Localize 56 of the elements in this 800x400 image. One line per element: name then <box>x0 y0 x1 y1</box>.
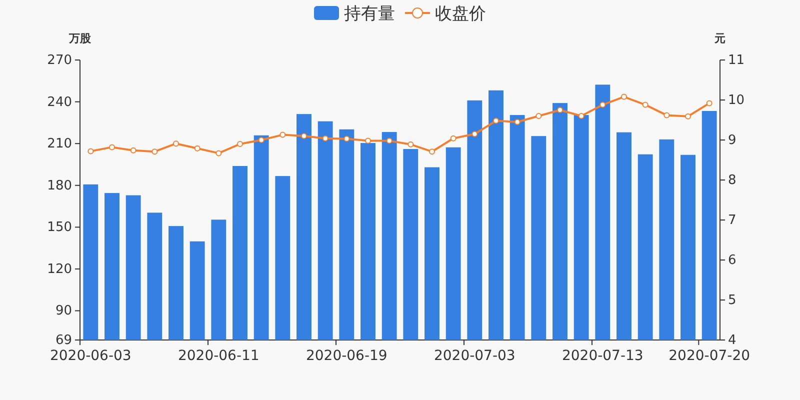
y-tick-label: 210 <box>47 136 72 152</box>
point <box>365 138 371 144</box>
point <box>578 113 584 119</box>
point <box>258 137 264 143</box>
x-tick-label: 2020-07-03 <box>434 348 516 364</box>
point <box>621 94 627 100</box>
point <box>216 150 222 156</box>
y2-tick-label: 6 <box>728 253 736 268</box>
point <box>408 141 414 148</box>
point <box>237 141 243 147</box>
y2-tick-label: 11 <box>728 53 745 68</box>
y2-tick-label: 4 <box>728 333 736 348</box>
y2-tick-label: 7 <box>728 213 736 228</box>
y2-tick-label: 9 <box>728 133 736 148</box>
point <box>493 118 499 124</box>
point <box>152 148 158 155</box>
legend-label: 收盘价 <box>435 4 486 24</box>
point <box>557 107 563 113</box>
y-axis-title: 万股 <box>68 32 92 45</box>
x-tick-label: 2020-06-03 <box>50 348 132 364</box>
point <box>322 135 328 142</box>
point <box>344 136 350 142</box>
x-tick-label: 2020-07-20 <box>668 348 750 364</box>
point <box>429 148 435 155</box>
legend-label: 持有量 <box>344 4 395 24</box>
point <box>280 132 286 138</box>
y2-tick-label: 10 <box>728 93 745 108</box>
y-tick-label: 240 <box>47 94 72 110</box>
point <box>88 148 94 154</box>
y-tick-label: 69 <box>55 333 72 348</box>
point <box>536 113 542 119</box>
point <box>642 102 648 108</box>
point <box>301 133 307 139</box>
y-tick-label: 90 <box>55 304 72 319</box>
y-tick-label: 180 <box>47 178 72 194</box>
point <box>685 113 691 120</box>
point <box>706 100 712 106</box>
point <box>664 112 670 118</box>
y2-tick-label: 5 <box>728 293 736 308</box>
y2-axis-title: 元 <box>714 32 726 45</box>
point <box>194 145 200 152</box>
point <box>173 140 179 147</box>
point <box>450 135 456 142</box>
y-tick-label: 150 <box>47 220 72 236</box>
point <box>130 147 136 154</box>
y-tick-label: 270 <box>47 53 72 68</box>
point <box>514 119 520 125</box>
x-tick-label: 2020-06-19 <box>306 348 388 364</box>
point <box>386 138 392 144</box>
x-tick-label: 2020-06-11 <box>178 348 260 364</box>
point <box>109 144 115 150</box>
y2-tick-label: 8 <box>728 173 736 188</box>
point <box>472 131 478 137</box>
y-tick-label: 120 <box>47 262 72 277</box>
point <box>600 102 606 108</box>
x-tick-label: 2020-07-13 <box>562 348 644 364</box>
